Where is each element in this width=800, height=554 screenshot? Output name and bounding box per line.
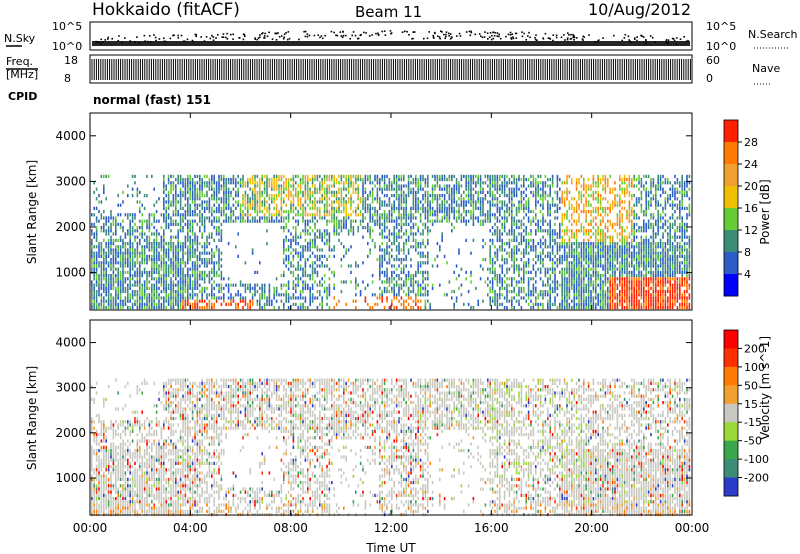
range-tick-label: 1000 xyxy=(55,471,86,485)
velocity-panel: 1000 2000 3000 4000 Slant Range [km] xyxy=(25,319,693,517)
power-colorbar-label: Power [dB] xyxy=(758,179,772,244)
nsky-label: N.Sky xyxy=(4,32,36,45)
colorbar-segment xyxy=(724,142,738,165)
colorbar-segment xyxy=(724,252,738,275)
power-panel: 1000 2000 3000 4000 Slant Range [km] xyxy=(25,112,693,311)
power-colorbar-tick: 20 xyxy=(744,180,758,193)
colorbar-segment xyxy=(724,120,738,143)
colorbar-segment xyxy=(724,230,738,253)
colorbar-segment xyxy=(724,459,738,479)
time-tick-label: 00:00 xyxy=(73,521,108,535)
power-colorbar-tick: 24 xyxy=(744,158,758,171)
nave-top-tick: 60 xyxy=(706,54,720,67)
velocity-colorbar-tick: -50 xyxy=(744,435,762,448)
colorbar-segment xyxy=(724,186,738,209)
colorbar-segment xyxy=(724,440,738,460)
time-tick-label: 08:00 xyxy=(273,521,308,535)
velocity-colorbar-label: Velocity [m s^-1] xyxy=(758,336,772,440)
range-tick-label: 2000 xyxy=(55,426,86,440)
colorbar-segment xyxy=(724,348,738,368)
freq-label: Freq. xyxy=(6,55,33,68)
velocity-colorbar: 200 100 50 15 -15 -50 -100 -200 xyxy=(723,329,769,497)
colorbar-segment xyxy=(724,164,738,187)
colorbar-segment xyxy=(724,330,738,349)
range-tick-label: 4000 xyxy=(55,336,86,350)
time-axis-label: Time UT xyxy=(365,541,416,554)
nsky-strip: N.Sky 10^5 10^0 10^5 10^0 N.Search xyxy=(4,20,798,53)
nave-label: Nave xyxy=(752,62,780,75)
freq-unit: [MHz] xyxy=(6,68,38,81)
velocity-colorbar-tick: 100 xyxy=(744,361,765,374)
cpid-label: CPID xyxy=(8,90,37,103)
velocity-colorbar-tick: -15 xyxy=(744,416,762,429)
power-cells xyxy=(91,174,691,310)
nsearch-top-tick: 10^5 xyxy=(706,20,736,33)
power-colorbar-tick: 16 xyxy=(744,202,758,215)
nsky-top-tick: 10^5 xyxy=(52,20,82,33)
time-tick-label: 20:00 xyxy=(574,521,609,535)
date-title: 10/Aug/2012 xyxy=(588,0,691,19)
power-colorbar-tick: 12 xyxy=(744,224,758,237)
power-colorbar-tick: 4 xyxy=(744,268,751,281)
velocity-ylabel: Slant Range [km] xyxy=(25,366,39,470)
time-tick-label: 12:00 xyxy=(374,521,409,535)
colorbar-segment xyxy=(724,208,738,231)
colorbar-segment xyxy=(724,385,738,405)
nave-bottom-tick: 0 xyxy=(706,72,713,85)
velocity-colorbar-tick: 15 xyxy=(744,398,758,411)
cpid-value: normal (fast) 151 xyxy=(93,93,211,107)
nsearch-bottom-tick: 10^0 xyxy=(706,40,736,53)
velocity-yaxis: 1000 2000 3000 4000 xyxy=(55,336,692,485)
range-tick-label: 4000 xyxy=(55,129,86,143)
beam-title: Beam 11 xyxy=(355,3,422,21)
velocity-colorbar-tick: 200 xyxy=(744,342,765,355)
power-yaxis: 1000 2000 3000 4000 xyxy=(55,129,692,280)
colorbar-segment xyxy=(724,477,738,497)
power-colorbar-tick: 8 xyxy=(744,246,751,259)
colorbar-segment xyxy=(724,403,738,423)
freq-strip: Freq. [MHz] 18 8 60 0 Nave xyxy=(6,54,780,85)
nsky-bottom-tick: 10^0 xyxy=(52,40,82,53)
velocity-colorbar-tick: -100 xyxy=(744,453,769,466)
time-tick-label: 16:00 xyxy=(474,521,509,535)
time-axis: 00:00 04:00 08:00 12:00 16:00 20:00 00:00 xyxy=(73,113,710,535)
velocity-colorbar-tick: -200 xyxy=(744,472,769,485)
nsearch-label: N.Search xyxy=(748,28,798,41)
nsky-dots xyxy=(92,30,690,46)
time-tick-label: 04:00 xyxy=(173,521,208,535)
range-tick-label: 3000 xyxy=(55,174,86,188)
colorbar-segment xyxy=(724,366,738,386)
range-tick-label: 2000 xyxy=(55,220,86,234)
power-colorbar-tick: 28 xyxy=(744,136,758,149)
power-colorbar: 4 8 12 16 20 24 28 xyxy=(723,119,758,297)
range-tick-label: 3000 xyxy=(55,381,86,395)
velocity-colorbar-tick: 50 xyxy=(744,379,758,392)
power-ylabel: Slant Range [km] xyxy=(25,160,39,264)
colorbar-segment xyxy=(724,274,738,297)
freq-bottom-tick: 8 xyxy=(64,72,71,85)
freq-bars xyxy=(91,59,691,80)
colorbar-segment xyxy=(724,422,738,442)
velocity-cells xyxy=(91,378,691,517)
freq-top-tick: 18 xyxy=(64,54,78,67)
time-tick-label: 00:00 xyxy=(675,521,710,535)
range-tick-label: 1000 xyxy=(55,266,86,280)
station-title: Hokkaido (fitACF) xyxy=(92,0,240,20)
